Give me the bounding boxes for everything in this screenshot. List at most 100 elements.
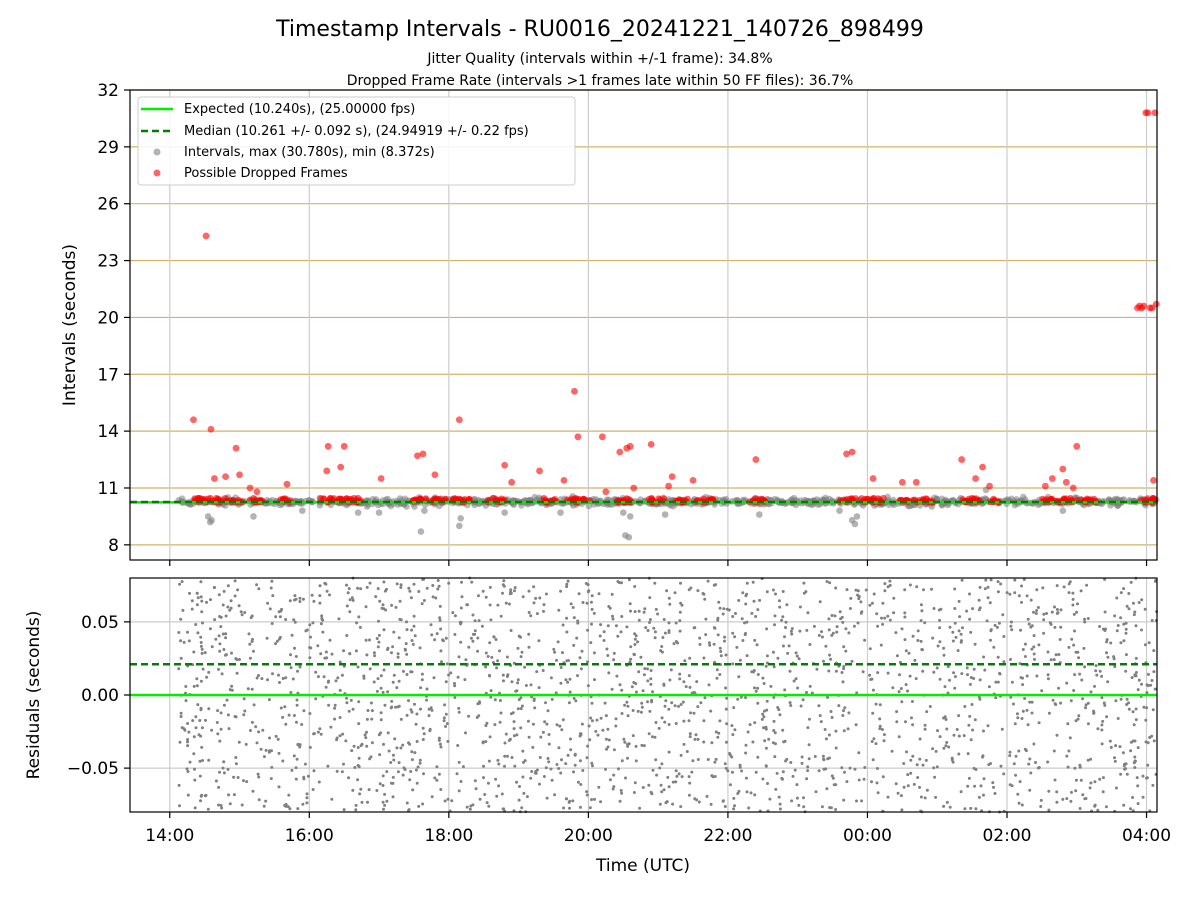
residual-point (494, 638, 498, 641)
residual-point (579, 805, 582, 809)
residual-point (379, 686, 383, 690)
residual-point (295, 757, 299, 761)
residual-point (357, 615, 361, 619)
residual-point (945, 727, 949, 731)
residual-point (1124, 653, 1128, 657)
legend-dropped-swatch (153, 169, 161, 177)
residual-point (362, 676, 366, 680)
residual-point (375, 689, 379, 693)
residual-point (515, 780, 519, 784)
residual-point (684, 685, 688, 689)
residual-point (496, 758, 500, 762)
residual-point (623, 703, 627, 707)
interval-point (501, 509, 508, 516)
residual-point (1059, 625, 1063, 629)
residual-point (473, 779, 477, 783)
residual-point (640, 701, 644, 705)
residual-point (191, 719, 195, 723)
residual-point (350, 596, 354, 600)
residual-point (363, 733, 367, 737)
residual-point (900, 808, 904, 812)
residual-point (708, 643, 712, 647)
residual-point (571, 799, 575, 803)
residual-point (781, 644, 785, 648)
residual-point (1094, 669, 1098, 673)
residual-point (960, 672, 964, 676)
residual-point (312, 599, 316, 603)
residual-point (425, 698, 429, 702)
residual-point (909, 758, 913, 762)
residual-point (842, 729, 846, 733)
residual-point (777, 795, 781, 799)
residual-point (248, 656, 252, 660)
residual-point (405, 713, 409, 717)
residual-point (725, 607, 729, 611)
residual-point (703, 597, 707, 601)
residual-point (928, 705, 932, 708)
residual-point (1100, 696, 1104, 700)
residual-point (756, 608, 760, 612)
residual-point (1133, 673, 1137, 677)
residual-point (411, 642, 415, 646)
residual-point (784, 620, 788, 624)
residual-point (348, 610, 352, 614)
residual-point (206, 807, 210, 811)
residual-point (1088, 786, 1092, 790)
residual-point (413, 634, 417, 638)
residual-point (663, 720, 667, 724)
residual-point (985, 619, 989, 623)
residual-point (983, 668, 987, 672)
residual-point (240, 803, 244, 807)
residual-point (828, 756, 831, 760)
residual-point (946, 665, 950, 669)
residual-point (409, 708, 413, 712)
residual-point (381, 784, 385, 787)
residual-point (631, 709, 635, 712)
residual-point (1086, 722, 1090, 726)
residual-point (696, 705, 700, 709)
residual-point (1069, 799, 1073, 803)
residual-point (228, 688, 232, 692)
residual-point (752, 669, 756, 672)
residual-point (389, 706, 393, 710)
residual-point (971, 728, 975, 732)
residual-point (730, 724, 734, 728)
residual-point (1077, 714, 1081, 718)
residual-point (517, 798, 521, 802)
residual-point (653, 630, 657, 634)
residual-point (933, 775, 937, 779)
residual-point (326, 680, 330, 684)
residual-point (902, 762, 906, 765)
residual-point (1076, 650, 1080, 654)
residual-point (633, 643, 637, 646)
residual-point (1020, 584, 1023, 588)
residual-point (421, 726, 425, 730)
residual-point (527, 611, 531, 614)
residual-point (322, 675, 326, 679)
residual-point (352, 744, 356, 748)
residual-point (647, 732, 651, 736)
residual-point (408, 589, 412, 593)
residual-point (377, 640, 381, 644)
residual-point (516, 707, 520, 711)
interval-point (354, 509, 362, 516)
residual-point (698, 642, 702, 646)
residual-point (594, 729, 598, 733)
residual-point (1142, 705, 1146, 709)
residual-point (778, 807, 782, 811)
residual-point (693, 626, 697, 630)
residual-point (444, 725, 447, 728)
residual-point (775, 771, 779, 775)
residual-point (305, 628, 309, 632)
residual-point (237, 740, 241, 744)
interval-point (1059, 507, 1067, 515)
residual-point (425, 687, 429, 691)
residual-point (667, 723, 671, 726)
residual-point (501, 673, 505, 677)
residual-point (365, 744, 369, 748)
residual-point (771, 741, 775, 745)
residual-point (1035, 674, 1039, 678)
residual-point (899, 687, 903, 690)
residual-point (841, 714, 845, 717)
residual-point (221, 632, 225, 636)
